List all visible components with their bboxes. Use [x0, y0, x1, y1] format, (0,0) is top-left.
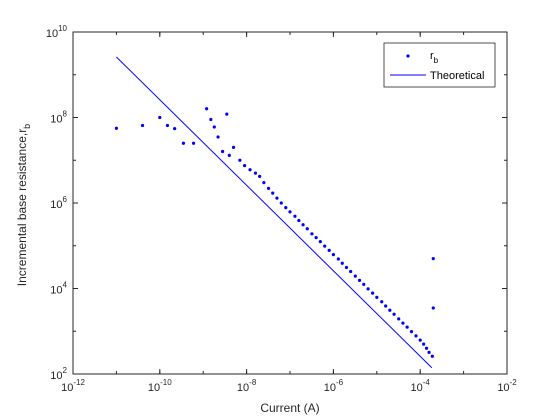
plot-area — [72, 31, 508, 375]
rb-data-point — [262, 181, 266, 185]
rb-data-point — [271, 191, 275, 195]
rb-data-point — [327, 248, 331, 252]
rb-data-point — [418, 338, 422, 342]
rb-data-point — [297, 218, 301, 223]
rb-data-point — [349, 269, 353, 274]
x-tick-label: 10-6 — [324, 378, 344, 394]
legend-box — [383, 42, 496, 88]
x-tick-label: 10-8 — [237, 378, 257, 394]
plot-frame — [72, 31, 508, 375]
rb-data-point — [301, 223, 305, 227]
rb-data-point — [392, 312, 396, 316]
rb-data-point — [238, 158, 242, 162]
rb-data-point — [248, 168, 252, 172]
rb-data-point — [318, 240, 322, 244]
rb-data-point — [191, 141, 196, 145]
rb-data-point — [384, 304, 388, 308]
rb-data-point — [221, 149, 225, 154]
rb-data-point — [409, 330, 414, 334]
rb-data-point — [305, 227, 309, 231]
x-tick-label: 10-2 — [497, 378, 517, 394]
rb-data-point — [205, 107, 209, 111]
rb-data-point — [284, 206, 288, 210]
rb-data-point — [353, 274, 357, 278]
rb-data-point — [388, 308, 392, 312]
y-axis-ticks: 102 104 106 108 1010 — [46, 24, 507, 382]
rb-data-point — [231, 145, 236, 149]
rb-data-point — [158, 115, 162, 120]
y-axis-label: Incremental base resistance,rb — [15, 124, 32, 286]
x-tick-label: 10-12 — [61, 378, 85, 394]
rb-data-point — [266, 186, 271, 190]
rb-data-point — [227, 153, 231, 157]
y-tick-label: 104 — [50, 281, 67, 297]
y-tick-label: 108 — [50, 110, 67, 126]
rb-data-point — [422, 342, 426, 346]
rb-data-point — [225, 112, 229, 116]
rb-data-point — [414, 334, 418, 338]
rb-data-point — [310, 232, 314, 236]
rb-data-point — [430, 354, 434, 358]
rb-data-point — [431, 306, 435, 310]
rb-data-point — [336, 257, 340, 261]
rb-data-point — [216, 135, 220, 139]
legend-label-rb: rb — [430, 50, 439, 65]
legend: rb Theoretical — [383, 42, 496, 88]
rb-data-point — [357, 278, 362, 282]
rb-data-point — [209, 117, 213, 122]
rb-data-point — [314, 236, 318, 240]
legend-label-theoretical: Theoretical — [430, 70, 484, 82]
rb-data-point — [140, 123, 145, 128]
series-layer — [114, 56, 435, 369]
legend-marker-rb — [406, 54, 410, 58]
rb-data-point — [323, 244, 327, 248]
y-tick-label: 102 — [50, 366, 67, 382]
rb-data-point — [366, 287, 370, 291]
rb-data-point — [288, 210, 292, 214]
rb-data-point — [340, 261, 344, 265]
rb-data-point — [275, 196, 279, 200]
rb-data-point — [397, 317, 401, 321]
rb-data-point — [258, 174, 262, 178]
theoretical-line — [116, 56, 433, 369]
rb-data-point — [212, 125, 216, 129]
x-axis-ticks: 10-12 10-10 10-8 10-6 10-4 10-2 — [61, 32, 517, 394]
rb-data-point — [375, 295, 379, 299]
rb-data-point — [253, 171, 258, 175]
rb-data-point — [362, 282, 366, 286]
rb-data-point — [165, 123, 170, 128]
rb-data-point — [344, 265, 349, 270]
rb-data-point — [331, 253, 335, 257]
rb-data-point — [401, 321, 405, 325]
rb-data-point — [279, 201, 283, 205]
rb-data-point — [424, 346, 429, 350]
rb-data-point — [181, 141, 186, 145]
rb-data-point — [380, 300, 384, 304]
y-tick-label: 106 — [50, 195, 67, 211]
rb-data-point — [114, 126, 118, 130]
rb-data-point — [293, 214, 297, 218]
rb-data-point — [370, 291, 375, 295]
rb-data-point — [173, 127, 177, 131]
x-tick-label: 10-10 — [148, 378, 172, 394]
x-tick-label: 10-4 — [411, 378, 431, 394]
rb-data-point — [431, 257, 435, 261]
rb-data-point — [427, 350, 431, 354]
rb-data-point — [243, 163, 247, 168]
x-axis-label: Current (A) — [260, 401, 319, 415]
y-tick-label: 1010 — [46, 24, 68, 40]
rb-data-point — [405, 325, 409, 329]
